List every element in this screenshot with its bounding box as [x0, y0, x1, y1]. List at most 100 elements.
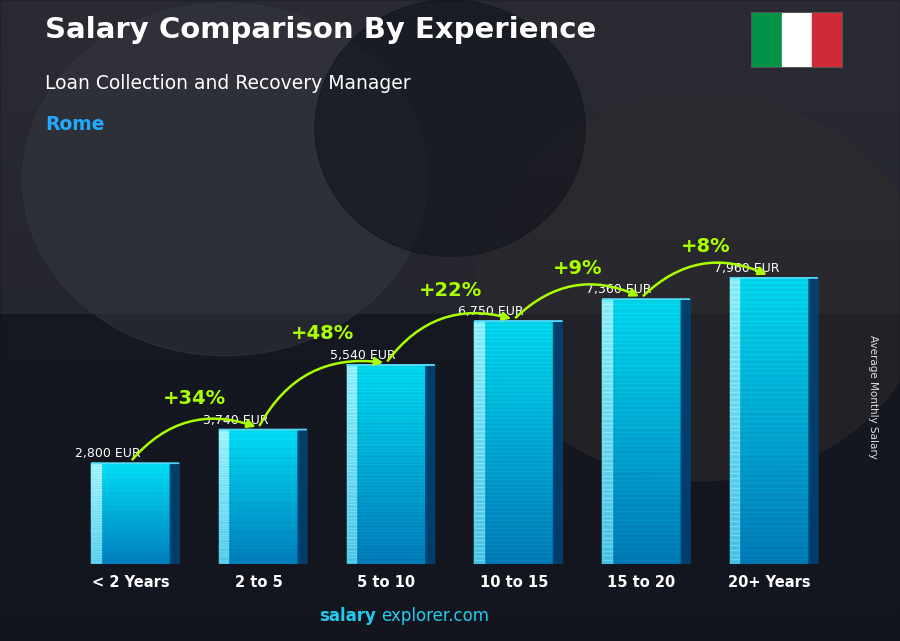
Bar: [346, 444, 426, 448]
Bar: [91, 557, 170, 559]
Bar: [219, 438, 298, 441]
Bar: [219, 560, 298, 562]
Bar: [474, 487, 554, 491]
Bar: [219, 510, 298, 513]
Bar: [219, 528, 298, 531]
Bar: [91, 463, 101, 465]
Bar: [219, 454, 298, 456]
Bar: [602, 383, 681, 388]
Bar: [219, 492, 298, 495]
Bar: [730, 412, 809, 416]
Bar: [730, 326, 809, 330]
Bar: [730, 459, 809, 464]
Bar: [346, 491, 426, 494]
Bar: [219, 508, 298, 510]
Bar: [474, 467, 554, 471]
Bar: [602, 449, 611, 454]
Bar: [219, 465, 298, 468]
Bar: [219, 517, 229, 519]
Bar: [346, 481, 356, 485]
Bar: [91, 551, 170, 553]
Bar: [602, 428, 681, 431]
Bar: [602, 317, 611, 321]
Bar: [91, 556, 101, 558]
Bar: [730, 560, 739, 564]
Bar: [730, 497, 809, 502]
Bar: [474, 394, 554, 398]
Bar: [474, 487, 484, 491]
Bar: [91, 478, 170, 480]
Bar: [602, 485, 611, 489]
Bar: [346, 454, 426, 458]
Bar: [346, 428, 356, 431]
Bar: [474, 556, 484, 560]
Bar: [474, 378, 484, 382]
Bar: [730, 421, 809, 426]
Bar: [91, 510, 101, 512]
Bar: [730, 560, 809, 564]
Bar: [91, 483, 101, 485]
Bar: [346, 514, 356, 517]
Bar: [602, 379, 611, 383]
Bar: [219, 524, 298, 526]
Bar: [730, 373, 739, 378]
Bar: [219, 434, 229, 437]
Bar: [91, 509, 101, 510]
Bar: [474, 459, 554, 463]
Bar: [346, 398, 426, 401]
Bar: [474, 419, 554, 422]
Bar: [91, 556, 170, 558]
Bar: [346, 458, 356, 461]
Bar: [602, 489, 681, 494]
Bar: [346, 381, 356, 385]
Bar: [730, 550, 809, 554]
Bar: [474, 426, 554, 431]
Bar: [474, 325, 484, 329]
Bar: [91, 467, 101, 469]
Bar: [91, 497, 170, 499]
Bar: [346, 421, 356, 424]
Bar: [346, 471, 426, 474]
Bar: [602, 326, 611, 330]
Text: explorer.com: explorer.com: [381, 607, 489, 625]
Bar: [91, 526, 170, 527]
Bar: [474, 479, 484, 483]
Bar: [474, 447, 554, 451]
Bar: [602, 313, 611, 317]
Bar: [346, 544, 426, 547]
Bar: [346, 392, 426, 395]
Bar: [474, 556, 554, 560]
Bar: [602, 428, 611, 431]
Bar: [602, 419, 611, 423]
Bar: [346, 438, 356, 441]
Bar: [219, 542, 229, 544]
Bar: [730, 469, 739, 474]
Bar: [602, 344, 681, 348]
Bar: [474, 540, 484, 544]
Bar: [219, 483, 229, 486]
Bar: [730, 330, 739, 335]
Bar: [91, 553, 101, 554]
Bar: [346, 541, 426, 544]
Bar: [346, 508, 356, 511]
Bar: [91, 561, 101, 562]
Bar: [346, 448, 356, 451]
Bar: [730, 326, 739, 330]
Bar: [474, 495, 484, 499]
Bar: [730, 292, 739, 297]
Bar: [91, 526, 101, 527]
Bar: [91, 494, 101, 495]
Bar: [474, 560, 554, 564]
Bar: [91, 540, 170, 542]
Bar: [91, 482, 101, 483]
Bar: [346, 554, 356, 558]
Bar: [91, 513, 170, 515]
Bar: [730, 316, 739, 320]
Bar: [346, 458, 426, 461]
Bar: [474, 479, 554, 483]
Bar: [602, 476, 681, 480]
Bar: [602, 321, 681, 326]
Bar: [474, 531, 484, 536]
Bar: [346, 488, 426, 491]
Bar: [602, 440, 681, 445]
